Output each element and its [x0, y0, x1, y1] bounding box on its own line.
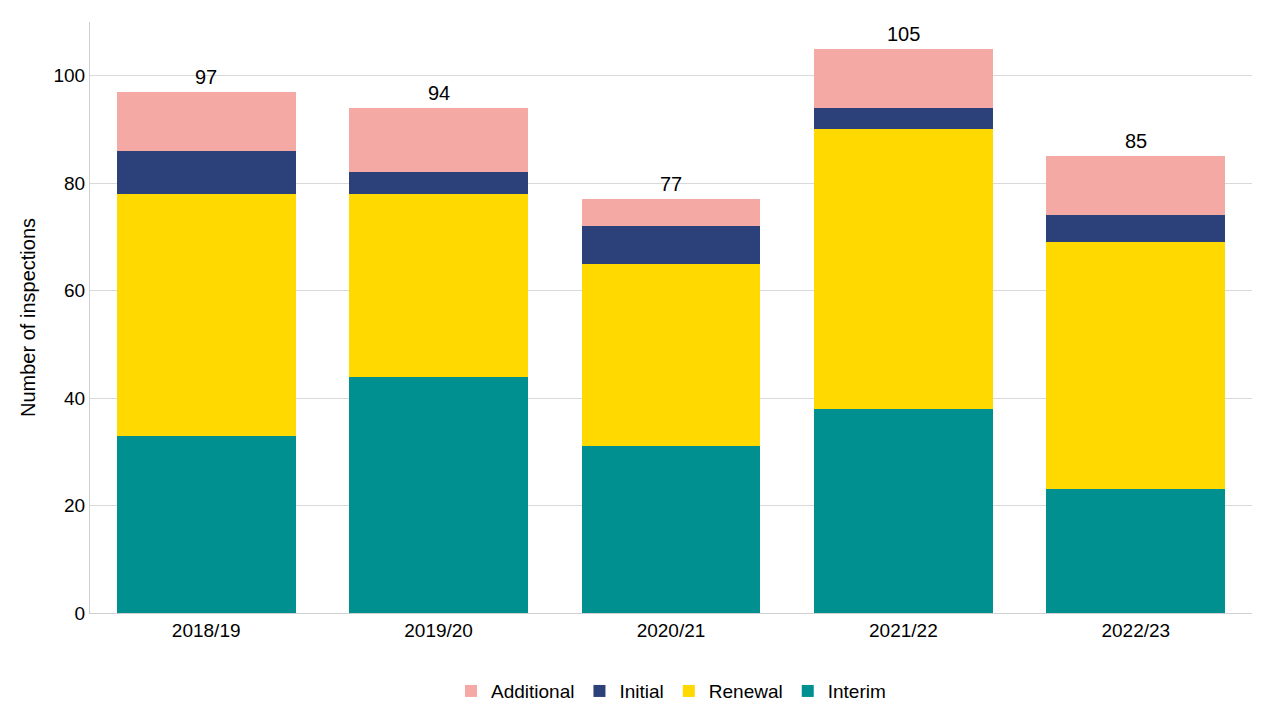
svg-text:2020/21: 2020/21	[637, 620, 706, 641]
svg-text:60: 60	[64, 280, 85, 301]
svg-text:2021/22: 2021/22	[869, 620, 938, 641]
svg-text:80: 80	[64, 173, 85, 194]
svg-text:Renewal: Renewal	[709, 681, 783, 702]
svg-text:97: 97	[195, 66, 217, 88]
svg-text:94: 94	[428, 82, 450, 104]
svg-text:Interim: Interim	[828, 681, 886, 702]
svg-text:2022/23: 2022/23	[1101, 620, 1170, 641]
svg-text:85: 85	[1125, 130, 1147, 152]
svg-text:100: 100	[53, 65, 85, 86]
svg-text:2019/20: 2019/20	[404, 620, 473, 641]
svg-text:Initial: Initial	[619, 681, 663, 702]
svg-text:2018/19: 2018/19	[172, 620, 241, 641]
svg-text:77: 77	[660, 173, 682, 195]
svg-text:105: 105	[887, 23, 920, 45]
svg-text:Additional: Additional	[491, 681, 574, 702]
svg-text:40: 40	[64, 388, 85, 409]
svg-text:20: 20	[64, 495, 85, 516]
svg-text:0: 0	[75, 603, 86, 624]
svg-text:Number of inspections: Number of inspections	[17, 218, 39, 417]
